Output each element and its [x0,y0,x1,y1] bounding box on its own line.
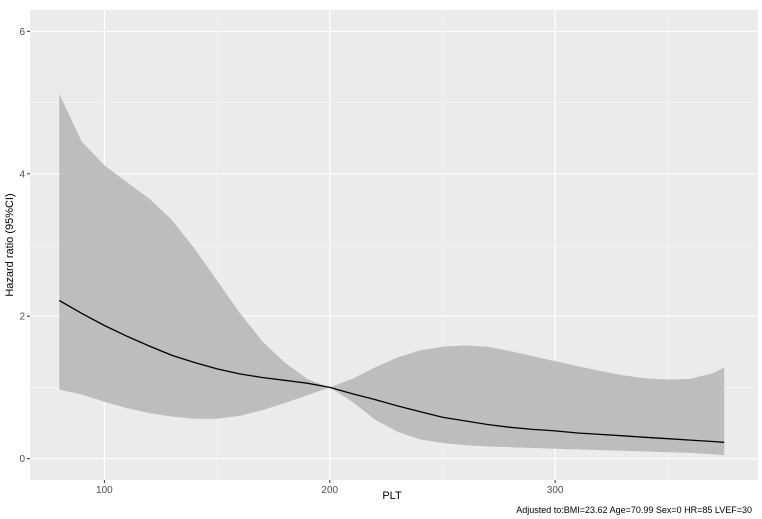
hazard-ratio-line [58,299,725,443]
x-tick-label: 100 [96,485,113,496]
y-tick-label: 4 [19,169,25,180]
y-tick-label: 6 [19,27,25,38]
y-tick-label: 0 [19,454,25,465]
y-axis-ticks: 0 2 4 6 [19,27,30,465]
confidence-band [59,94,725,456]
x-tick-label: 200 [321,485,338,496]
adjustment-caption: Adjusted to:BMI=23.62 Age=70.99 Sex=0 HR… [516,505,752,515]
x-axis-ticks: 100 200 300 [96,480,564,496]
x-axis-title: PLT [382,490,402,502]
y-tick-label: 2 [19,312,25,323]
y-axis-title: Hazard ratio (95%CI) [4,193,16,296]
x-tick-label: 300 [547,485,564,496]
